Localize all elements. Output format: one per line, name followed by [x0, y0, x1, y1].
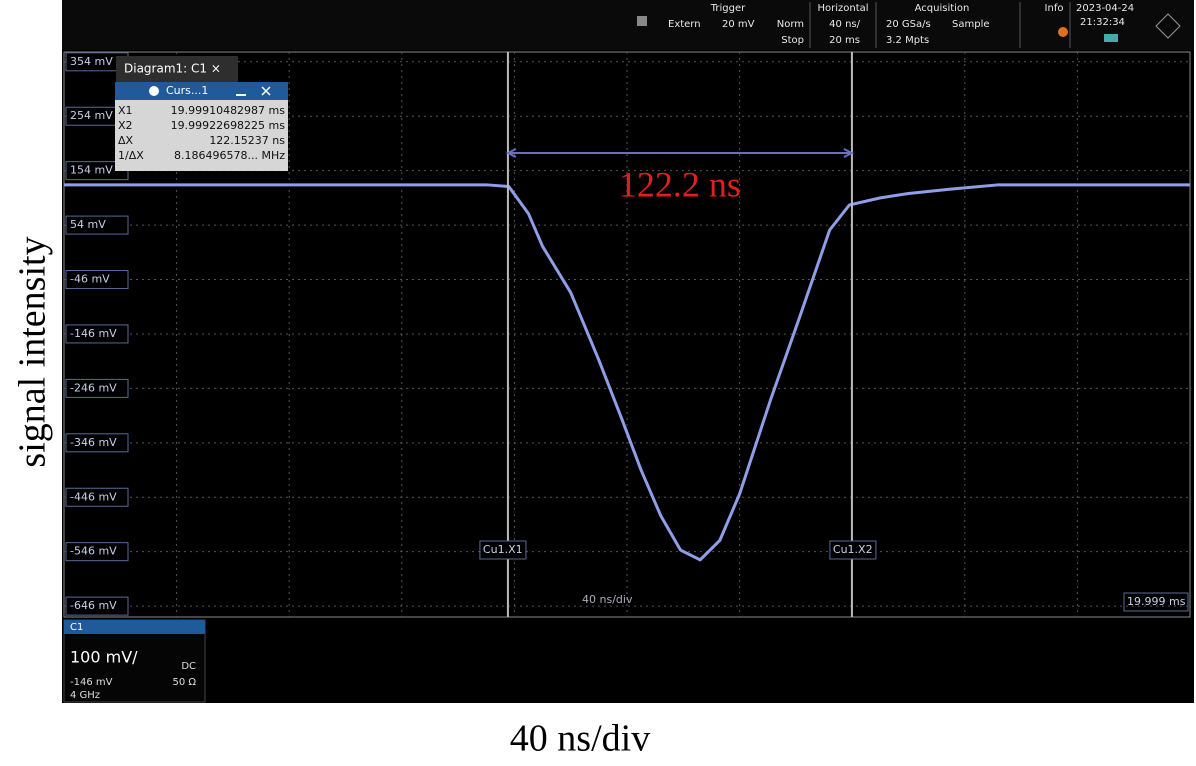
info-title[interactable]: Info — [1045, 3, 1064, 14]
tab-label[interactable]: Diagram1: C1 × — [124, 62, 221, 76]
x-axis-title: 40 ns/div — [510, 718, 650, 760]
waveform — [64, 183, 1190, 562]
channel-coupling: DC — [181, 661, 196, 672]
trigger-level: 20 mV — [722, 19, 755, 30]
acquisition-points: 3.2 Mpts — [886, 35, 929, 46]
y-tick-label: 354 mV — [70, 55, 113, 68]
y-axis-title: signal intensity — [12, 236, 54, 467]
trigger-title: Trigger — [710, 3, 746, 14]
close-button[interactable] — [261, 86, 271, 96]
y-tick-label: -546 mV — [70, 545, 117, 558]
logo — [1155, 13, 1181, 39]
row-value: 122.15237 ns — [209, 134, 285, 147]
horizontal-title: Horizontal — [817, 3, 868, 14]
y-tick-box — [65, 596, 129, 616]
trigger-mode: Norm — [777, 19, 804, 30]
row-value: 8.186496578... MHz — [174, 149, 285, 162]
channel-name: C1 — [70, 622, 83, 633]
y-tick-box — [65, 487, 129, 507]
time: 21:32:34 — [1080, 17, 1125, 28]
y-tick-label: -646 mV — [70, 599, 117, 612]
row-value: 19.99910482987 ms — [171, 104, 286, 117]
y-tick-label: 154 mV — [70, 164, 113, 177]
y-tick-label: 54 mV — [70, 218, 106, 231]
diagram-tab: Diagram1: C1 × — [116, 56, 238, 82]
y-tick-box — [65, 378, 129, 398]
row-label: X2 — [118, 119, 133, 132]
y-tick-box — [65, 324, 129, 344]
y-tick-box — [65, 270, 129, 290]
arrow-head — [505, 148, 855, 158]
tab-background — [116, 56, 238, 82]
cursor-panel: Curs...1 X1 19.99910482987 ms X2 19.9992269… — [115, 82, 288, 171]
channel-offset: -146 mV — [70, 677, 113, 688]
y-tick-label: -446 mV — [70, 490, 117, 503]
position-box — [1123, 592, 1189, 612]
trigger-state: Stop — [781, 35, 804, 46]
channel-box[interactable]: C1 100 mV/ DC -146 mV 50 Ω 4 GHz — [63, 619, 206, 703]
timebase-label: 40 ns/div — [582, 593, 633, 606]
y-tick-label: 254 mV — [70, 109, 113, 122]
y-tick-box — [65, 542, 129, 562]
cursor-tag: Cu1.X2 — [833, 543, 873, 556]
cursor-tag-box — [829, 540, 877, 560]
trigger-source: Extern — [668, 19, 701, 30]
row-label: X1 — [118, 104, 133, 117]
header-bar — [62, 0, 1194, 50]
info-badge[interactable] — [1058, 27, 1068, 37]
cursor-tag: Cu1.X1 — [483, 543, 523, 556]
trigger-icon — [637, 16, 647, 26]
row-value: 19.99922698225 ms — [171, 119, 286, 132]
y-tick-label: -46 mV — [70, 273, 110, 286]
y-tick-label: -246 mV — [70, 381, 117, 394]
channel-bandwidth: 4 GHz — [70, 690, 100, 701]
cursor-tag-box — [479, 540, 527, 560]
horizontal-position: 20 ms — [829, 35, 860, 46]
horizontal-scale: 40 ns/ — [829, 19, 860, 30]
y-tick-box — [65, 215, 129, 235]
status-icon — [1104, 34, 1118, 42]
channel-scale: 100 mV/ — [70, 648, 138, 667]
acquisition-title: Acquisition — [915, 3, 970, 14]
row-label: ΔX — [118, 134, 134, 147]
y-tick-box — [65, 433, 129, 453]
channel-impedance: 50 Ω — [172, 677, 196, 688]
channel-header — [64, 620, 205, 634]
position-label: 19.999 ms — [1127, 595, 1186, 608]
row-label: 1/ΔX — [118, 149, 144, 162]
panel-rows: X1 19.99910482987 ms X2 19.99922698225 ms ΔX… — [118, 104, 285, 162]
acquisition-mode: Sample — [952, 19, 990, 30]
y-tick-label: -146 mV — [70, 327, 117, 340]
settings-icon[interactable] — [149, 86, 159, 96]
acquisition-rate: 20 GSa/s — [886, 19, 931, 30]
panel-title: Curs...1 — [166, 84, 208, 97]
annotation: 122.2 ns — [619, 164, 741, 204]
date: 2023-04-24 — [1076, 3, 1134, 14]
y-tick-label: -346 mV — [70, 436, 117, 449]
